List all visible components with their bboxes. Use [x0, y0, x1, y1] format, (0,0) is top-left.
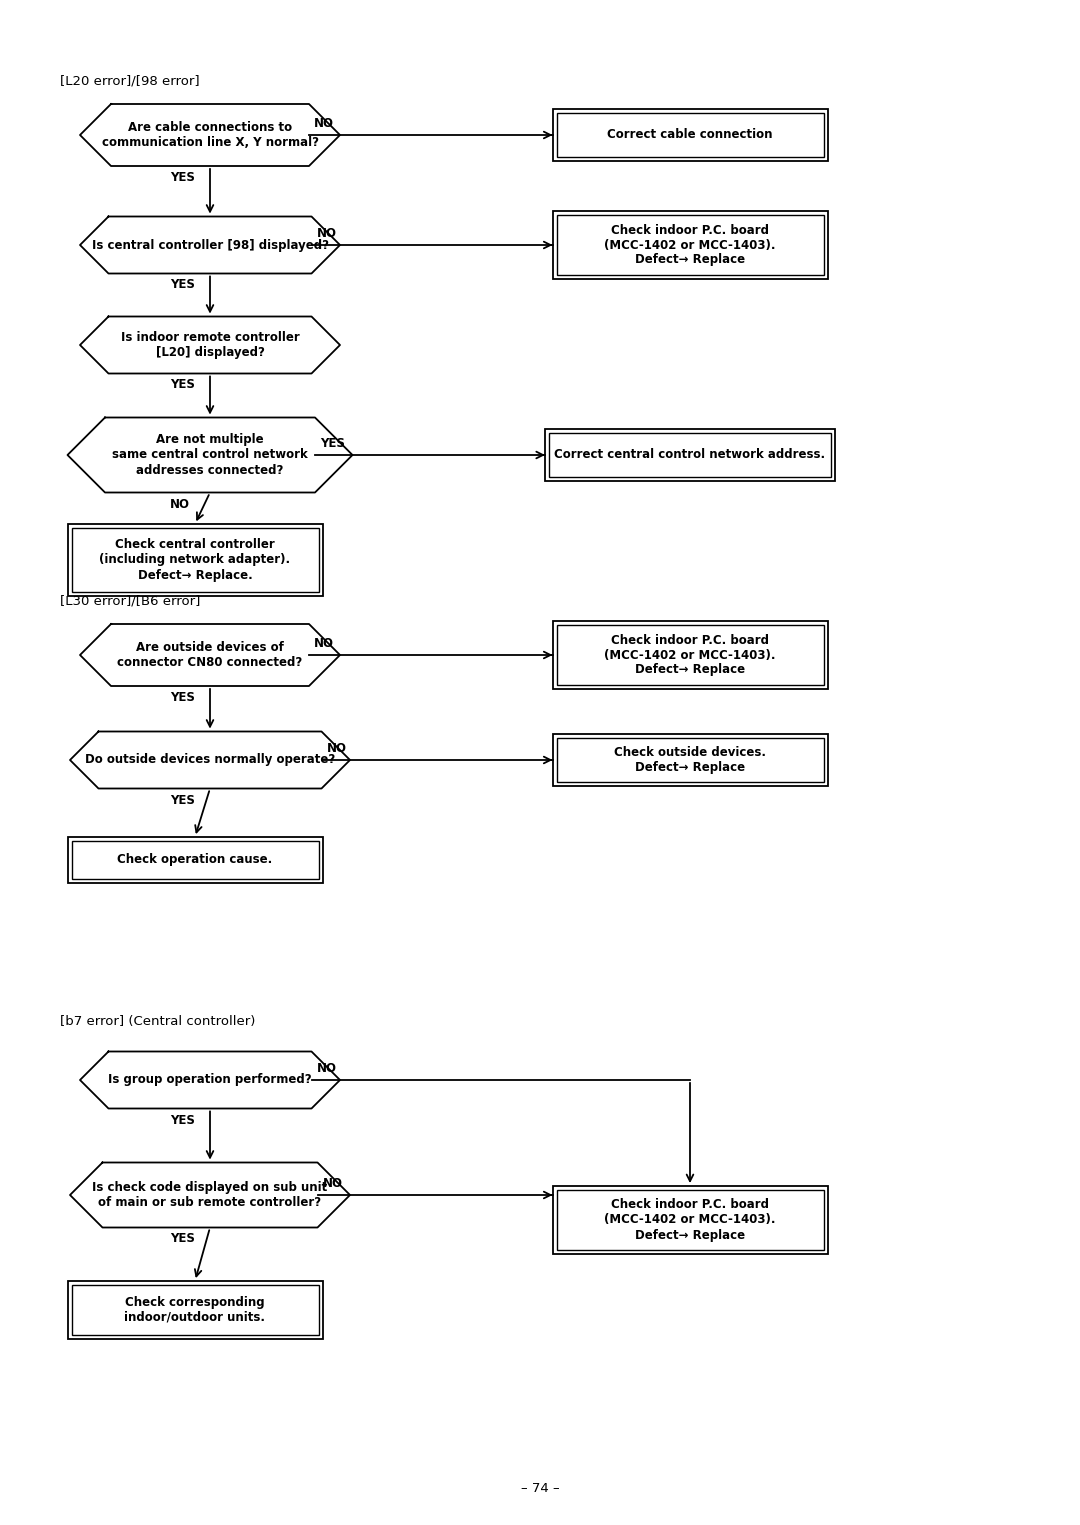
Text: NO: NO [316, 1061, 337, 1075]
Text: NO: NO [314, 117, 334, 130]
Text: Are not multiple
same central control network
addresses connected?: Are not multiple same central control ne… [112, 433, 308, 476]
Text: Correct cable connection: Correct cable connection [607, 128, 773, 142]
Text: YES: YES [170, 793, 194, 807]
Text: Check indoor P.C. board
(MCC-1402 or MCC-1403).
Defect→ Replace: Check indoor P.C. board (MCC-1402 or MCC… [604, 633, 775, 677]
Bar [553, 210, 827, 279]
Bar [556, 738, 824, 782]
Text: YES: YES [320, 438, 345, 450]
Bar [556, 625, 824, 685]
Polygon shape [70, 732, 350, 788]
Text: YES: YES [170, 691, 194, 705]
Text: NO: NO [170, 497, 190, 511]
Bar [553, 734, 827, 785]
Polygon shape [67, 418, 352, 493]
Text: Check outside devices.
Defect→ Replace: Check outside devices. Defect→ Replace [615, 746, 766, 775]
Text: YES: YES [170, 279, 194, 291]
Bar [67, 1281, 323, 1339]
Text: YES: YES [170, 1232, 194, 1246]
Text: Check indoor P.C. board
(MCC-1402 or MCC-1403).
Defect→ Replace: Check indoor P.C. board (MCC-1402 or MCC… [604, 1199, 775, 1241]
Bar [67, 837, 323, 883]
Text: NO: NO [326, 743, 347, 755]
Text: YES: YES [170, 1113, 194, 1127]
Bar [556, 1190, 824, 1250]
Text: Check indoor P.C. board
(MCC-1402 or MCC-1403).
Defect→ Replace: Check indoor P.C. board (MCC-1402 or MCC… [604, 224, 775, 267]
Polygon shape [80, 624, 340, 686]
Text: – 74 –: – 74 – [521, 1482, 559, 1494]
Bar [553, 1186, 827, 1254]
Polygon shape [80, 317, 340, 374]
Text: [b7 error] (Central controller): [b7 error] (Central controller) [60, 1016, 255, 1028]
Text: Is group operation performed?: Is group operation performed? [108, 1074, 312, 1086]
Polygon shape [80, 104, 340, 166]
Bar [553, 621, 827, 689]
Text: YES: YES [170, 378, 194, 392]
Bar [71, 840, 319, 878]
Bar [549, 433, 831, 477]
Text: Check corresponding
indoor/outdoor units.: Check corresponding indoor/outdoor units… [124, 1296, 266, 1324]
Bar [556, 113, 824, 157]
Text: Check central controller
(including network adapter).
Defect→ Replace.: Check central controller (including netw… [99, 538, 291, 581]
Bar [556, 215, 824, 274]
Text: Is check code displayed on sub unit
of main or sub remote controller?: Is check code displayed on sub unit of m… [93, 1180, 327, 1209]
Bar [71, 528, 319, 592]
Text: Are outside devices of
connector CN80 connected?: Are outside devices of connector CN80 co… [118, 640, 302, 669]
Polygon shape [70, 1162, 350, 1228]
Text: YES: YES [170, 171, 194, 185]
Text: Do outside devices normally operate?: Do outside devices normally operate? [85, 753, 335, 767]
Polygon shape [80, 1052, 340, 1109]
Text: [L20 error]/[98 error]: [L20 error]/[98 error] [60, 75, 200, 88]
Text: NO: NO [323, 1177, 342, 1190]
Text: Is central controller [98] displayed?: Is central controller [98] displayed? [92, 238, 328, 252]
Text: [L30 error]/[B6 error]: [L30 error]/[B6 error] [60, 595, 201, 608]
Text: NO: NO [316, 227, 337, 239]
Text: Correct central control network address.: Correct central control network address. [554, 448, 825, 462]
Bar [67, 525, 323, 596]
Text: Check operation cause.: Check operation cause. [118, 854, 272, 866]
Text: Is indoor remote controller
[L20] displayed?: Is indoor remote controller [L20] displa… [121, 331, 299, 358]
Bar [71, 1286, 319, 1334]
Text: Are cable connections to
communication line X, Y normal?: Are cable connections to communication l… [102, 120, 319, 149]
Bar [545, 429, 835, 480]
Polygon shape [80, 217, 340, 273]
Bar [553, 108, 827, 162]
Text: NO: NO [314, 637, 334, 650]
